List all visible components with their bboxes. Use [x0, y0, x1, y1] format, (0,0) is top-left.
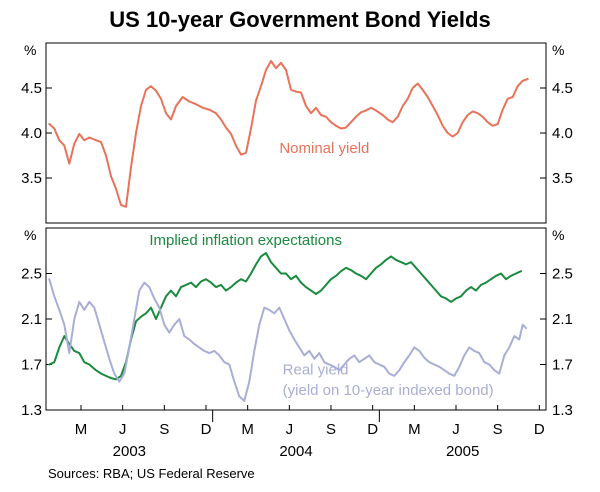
year-label-2003: 2003 [113, 443, 146, 460]
x-tick-label-0: M [75, 421, 88, 438]
yield-on-10-year-indexed-bond-label: (yield on 10-year indexed bond) [283, 382, 494, 399]
x-tick-label-6: S [326, 421, 336, 438]
top-left-tick-label-1: 4.0 [21, 125, 42, 142]
real-yield-line [48, 278, 527, 402]
top-right-tick-label-2: 3.5 [552, 170, 573, 187]
real-yield-label: Real yield [283, 362, 349, 379]
nominal-yield-line [48, 60, 529, 208]
bottom-right-unit: % [552, 227, 564, 243]
top-left-tick-label-2: 3.5 [21, 170, 42, 187]
x-tick-label-1: J [119, 421, 127, 438]
source-note: Sources: RBA; US Federal Reserve [48, 466, 255, 481]
bottom-right-tick-label-1: 2.1 [552, 311, 573, 328]
bottom-left-unit: % [24, 227, 36, 243]
chart-title: US 10-year Government Bond Yields [109, 7, 490, 32]
top-right-tick-label-0: 4.5 [552, 80, 573, 97]
x-tick-label-3: D [201, 421, 212, 438]
top-panel: % % 4.5 4.5 4.0 4.0 3.5 3.5 Nominal yield [21, 42, 573, 224]
top-panel-frame [45, 42, 547, 224]
bottom-left-tick-label-3: 1.3 [21, 402, 42, 419]
x-tick-label-11: D [534, 421, 545, 438]
top-series [48, 60, 529, 208]
bottom-y-ticks: 2.5 2.5 2.1 2.1 1.7 1.7 1.3 1.3 [21, 266, 573, 420]
nominal-yield-label: Nominal yield [279, 140, 369, 157]
x-axis: M J S D M J S D M J S D 2003 2004 2005 [75, 405, 545, 460]
top-left-unit: % [24, 42, 36, 58]
implied-inflation-expectations-line [48, 252, 522, 381]
bottom-left-tick-label-1: 2.1 [21, 311, 42, 328]
x-tick-label-4: M [241, 421, 254, 438]
bottom-right-tick-label-0: 2.5 [552, 266, 573, 283]
bottom-series [48, 252, 527, 402]
x-tick-label-5: J [286, 421, 294, 438]
x-tick-label-9: J [452, 421, 460, 438]
top-right-unit: % [552, 42, 564, 58]
x-tick-label-8: M [408, 421, 421, 438]
bottom-right-tick-label-3: 1.3 [552, 402, 573, 419]
bottom-left-tick-label-2: 1.7 [21, 357, 42, 374]
year-label-2004: 2004 [279, 443, 312, 460]
top-y-ticks: 4.5 4.5 4.0 4.0 3.5 3.5 [21, 80, 573, 187]
bottom-annotations: Implied inflation expectations Real yield… [149, 232, 493, 399]
top-annotations: Nominal yield [279, 140, 369, 157]
top-right-tick-label-1: 4.0 [552, 125, 573, 142]
top-left-tick-label-0: 4.5 [21, 80, 42, 97]
x-tick-label-2: S [159, 421, 169, 438]
bottom-right-tick-label-2: 1.7 [552, 357, 573, 374]
bottom-panel: % % 2.5 2.5 2.1 2.1 1.7 1.7 1.3 1.3 Implied inf… [21, 227, 573, 419]
x-tick-label-7: D [367, 421, 378, 438]
year-label-2005: 2005 [446, 443, 479, 460]
bottom-left-tick-label-0: 2.5 [21, 266, 42, 283]
x-tick-label-10: S [493, 421, 503, 438]
implied-inflation-expectations-label: Implied inflation expectations [149, 232, 342, 249]
